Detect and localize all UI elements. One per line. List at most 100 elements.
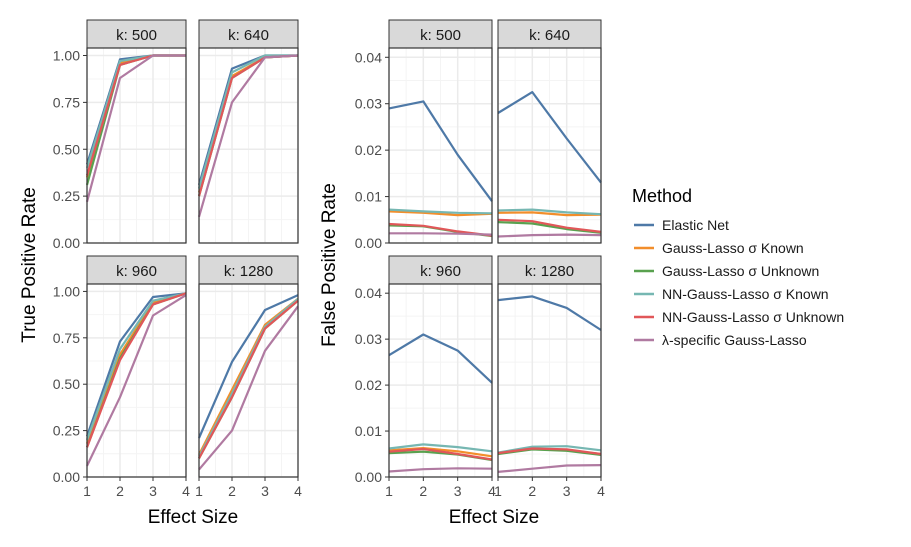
series-line-nn-gauss-lasso-sigma-unknown (85, 292, 187, 448)
series-line-nn-gauss-lasso-sigma-known (198, 297, 299, 458)
y-tick-label: 0.50 (53, 376, 80, 392)
facet-label: k: 960 (420, 263, 461, 280)
series-line-nn-gauss-lasso-sigma-known (388, 208, 493, 215)
x-tick-label: 2 (419, 483, 427, 499)
y-tick-label: 0.50 (53, 141, 80, 157)
chart-0-panel-1: k: 640 (197, 19, 299, 244)
series-line-elastic-net (497, 295, 602, 331)
chart-1-panel-2: k: 960 0.00 0.01 0.02 0.03 0.04 1 2 3 4 (355, 255, 496, 499)
x-tick-label: 3 (563, 483, 571, 499)
facet-strip (86, 19, 187, 49)
x-tick-label: 4 (182, 483, 190, 499)
series-line-lambda-specific-gauss-lasso (85, 54, 186, 203)
facet-label: k: 1280 (525, 263, 574, 280)
fpr-x-axis-title: Effect Size (449, 507, 539, 528)
y-tick-label: 0.25 (53, 188, 80, 204)
x-tick-label: 1 (83, 483, 91, 499)
facet-strip (198, 255, 299, 285)
facet-strip (86, 255, 187, 285)
plot-area: k: 500 0.00 0.25 0.50 0.75 1.00 k: 640 k: 960 0.… (53, 19, 605, 499)
series-line-elastic-net (85, 292, 187, 437)
series-line-lambda-specific-gauss-lasso (497, 233, 602, 238)
tpr-y-axis-title: True Positive Rate (19, 187, 40, 343)
facet-label: k: 500 (420, 27, 461, 44)
y-tick-label: 1.00 (53, 48, 80, 64)
series-line-elastic-net (388, 333, 493, 384)
x-tick-label: 1 (385, 483, 393, 499)
series-line-lambda-specific-gauss-lasso (497, 464, 602, 473)
legend-title: Method (632, 186, 692, 206)
y-tick-label: 0.01 (355, 423, 382, 439)
facet-label: k: 640 (228, 27, 269, 44)
y-tick-label: 0.75 (53, 94, 80, 110)
panel-border (388, 47, 493, 244)
facet-label: k: 1280 (224, 263, 273, 280)
series-line-gauss-lasso-sigma-unknown (497, 221, 602, 234)
legend-item-label: Elastic Net (662, 217, 729, 233)
y-tick-label: 0.00 (355, 235, 382, 251)
y-tick-label: 0.25 (53, 423, 80, 439)
x-tick-label: 3 (454, 483, 462, 499)
x-tick-label: 1 (195, 483, 203, 499)
y-tick-label: 0.01 (355, 189, 382, 205)
y-tick-label: 1.00 (53, 283, 80, 299)
facet-strip (497, 19, 602, 49)
x-tick-label: 2 (116, 483, 124, 499)
chart-1-panel-0: k: 500 0.00 0.01 0.02 0.03 0.04 (355, 19, 493, 251)
y-tick-label: 0.03 (355, 96, 382, 112)
x-tick-label: 1 (494, 483, 502, 499)
chart-1-panel-3: k: 1280 1 2 3 4 (494, 255, 605, 499)
series-line-lambda-specific-gauss-lasso (389, 232, 493, 236)
series-line-nn-gauss-lasso-sigma-known (497, 208, 602, 216)
panel-border (497, 47, 602, 244)
legend-items: Elastic Net Gauss-Lasso σ Known Gauss-Lass… (634, 217, 844, 348)
legend-item-nn-gauss-lasso-sigma-unknown: NN-Gauss-Lasso σ Unknown (634, 309, 844, 325)
chart-0-panel-3: k: 1280 1 2 3 4 (195, 255, 302, 499)
series-line-nn-gauss-lasso-sigma-known (85, 292, 187, 441)
series-line-elastic-net (497, 90, 602, 184)
x-tick-label: 2 (528, 483, 536, 499)
series-line-nn-gauss-lasso-sigma-known (497, 445, 602, 454)
fpr-y-axis-title: False Positive Rate (319, 183, 340, 347)
y-tick-label: 0.75 (53, 330, 80, 346)
legend-item-label: λ-specific Gauss-Lasso (662, 332, 807, 348)
series-line-nn-gauss-lasso-sigma-unknown (497, 218, 602, 233)
series-line-nn-gauss-lasso-sigma-unknown (497, 447, 602, 456)
panel-border (388, 283, 493, 478)
panel-border (198, 47, 299, 244)
facet-label: k: 960 (116, 263, 157, 280)
panel-border (198, 283, 299, 478)
legend-item-label: NN-Gauss-Lasso σ Known (662, 286, 829, 302)
chart-0-panel-2: k: 960 0.00 0.25 0.50 0.75 1.00 1 2 3 4 (53, 255, 190, 499)
x-tick-label: 3 (149, 483, 157, 499)
y-tick-label: 0.03 (355, 331, 382, 347)
legend-item-elastic-net: Elastic Net (634, 217, 729, 233)
panel-border (497, 283, 602, 478)
series-line-lambda-specific-gauss-lasso (388, 467, 493, 473)
series-line-lambda-specific-gauss-lasso (198, 305, 299, 471)
panel-border (86, 47, 187, 244)
facet-strip (497, 255, 602, 285)
legend-item-label: NN-Gauss-Lasso σ Unknown (662, 309, 844, 325)
series-line-nn-gauss-lasso-sigma-unknown (388, 447, 493, 461)
x-tick-label: 4 (597, 483, 605, 499)
series-line-lambda-specific-gauss-lasso (197, 54, 299, 218)
tpr-x-axis-title: Effect Size (148, 507, 238, 528)
legend-item-label: Gauss-Lasso σ Known (662, 240, 804, 256)
series-line-gauss-lasso-sigma-known (388, 210, 493, 217)
facet-label: k: 500 (116, 27, 157, 44)
chart-1-panel-1: k: 640 (497, 19, 602, 244)
series-line-gauss-lasso-sigma-known (497, 211, 602, 217)
y-tick-label: 0.00 (53, 235, 80, 251)
legend-item-gauss-lasso-sigma-unknown: Gauss-Lasso σ Unknown (634, 263, 819, 279)
series-line-nn-gauss-lasso-sigma-known (388, 443, 493, 453)
legend-item-gauss-lasso-sigma-known: Gauss-Lasso σ Known (634, 240, 804, 256)
chart-0-panel-0: k: 500 0.00 0.25 0.50 0.75 1.00 (53, 19, 187, 251)
series-line-elastic-net (197, 294, 299, 439)
series-line-lambda-specific-gauss-lasso (86, 294, 187, 467)
facet-label: k: 640 (529, 27, 570, 44)
series-line-gauss-lasso-sigma-known (388, 447, 493, 458)
series-line-elastic-net (388, 100, 493, 202)
x-tick-label: 4 (488, 483, 496, 499)
